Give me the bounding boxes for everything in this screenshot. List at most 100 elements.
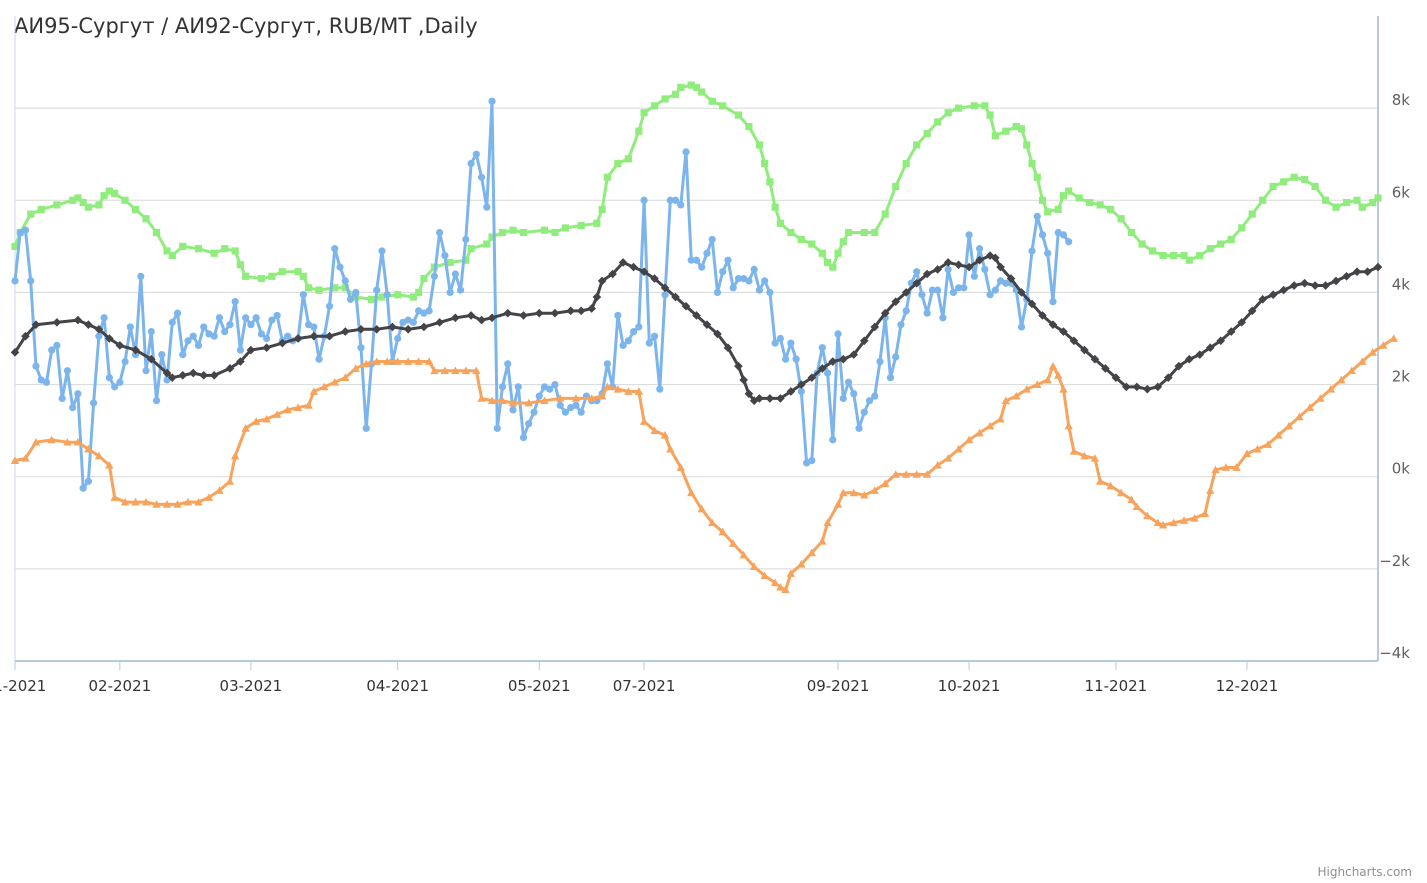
data-point-black[interactable] [1310,281,1320,290]
data-point-black[interactable] [84,320,93,329]
data-point-orange[interactable] [131,497,140,506]
data-point-blue[interactable] [247,321,255,329]
data-point-green[interactable] [1238,224,1246,232]
data-point-black[interactable] [991,253,1000,263]
data-point-black[interactable] [236,357,245,366]
data-point-orange[interactable] [1059,384,1068,393]
data-point-blue[interactable] [21,226,30,234]
data-point-green[interactable] [1159,251,1167,260]
data-point-black[interactable] [1048,320,1058,329]
data-point-black[interactable] [1122,382,1131,392]
data-point-black[interactable] [739,375,748,385]
data-point-green[interactable] [1054,205,1062,214]
data-point-green[interactable] [315,286,323,294]
data-point-orange[interactable] [818,537,827,545]
data-point-black[interactable] [1090,354,1100,364]
data-point-black[interactable] [1258,295,1267,304]
data-point-orange[interactable] [309,387,319,395]
data-point-orange[interactable] [786,569,796,577]
data-point-orange[interactable] [225,477,235,485]
data-point-black[interactable] [435,318,444,327]
data-point-orange[interactable] [440,366,450,375]
data-point-blue[interactable] [1028,247,1036,255]
data-point-black[interactable] [1342,272,1351,281]
data-point-orange[interactable] [73,437,83,446]
data-point-green[interactable] [1248,210,1256,218]
data-point-orange[interactable] [634,387,644,395]
data-point-black[interactable] [1300,278,1309,288]
data-point-green[interactable] [1038,196,1047,204]
data-point-orange[interactable] [1132,502,1142,511]
data-point-orange[interactable] [1347,366,1356,375]
data-point-orange[interactable] [1064,421,1073,430]
data-point-black[interactable] [1164,373,1173,382]
data-point-green[interactable] [294,268,302,276]
data-point-green[interactable] [650,102,659,110]
data-point-orange[interactable] [1295,412,1304,421]
data-point-green[interactable] [257,275,265,283]
data-point-orange[interactable] [1284,421,1294,430]
data-point-blue[interactable] [215,314,224,322]
data-point-blue[interactable] [640,196,648,204]
data-point-orange[interactable] [760,571,769,580]
data-point-green[interactable] [1269,182,1277,191]
data-point-orange[interactable] [1232,463,1241,471]
data-point-black[interactable] [1321,281,1330,290]
data-point-green[interactable] [509,226,517,234]
data-point-green[interactable] [719,102,727,110]
data-point-green[interactable] [1321,196,1330,204]
data-point-green[interactable] [797,235,805,244]
data-point-orange[interactable] [1158,520,1168,529]
data-point-black[interactable] [1143,384,1152,394]
data-point-green[interactable] [808,240,816,248]
data-point-green[interactable] [1353,196,1361,204]
data-point-orange[interactable] [47,435,56,444]
data-point-black[interactable] [943,258,953,267]
data-point-blue[interactable] [624,337,632,345]
data-point-blue[interactable] [1044,249,1052,257]
data-point-black[interactable] [786,387,796,396]
data-point-black[interactable] [1069,336,1079,346]
data-point-blue[interactable] [755,286,764,294]
data-point-blue[interactable] [168,318,176,326]
data-point-blue[interactable] [477,173,486,181]
data-point-green[interactable] [105,187,113,195]
data-point-blue[interactable] [137,272,145,280]
data-point-blue[interactable] [221,327,229,336]
data-point-green[interactable] [210,249,218,257]
data-point-orange[interactable] [31,437,41,446]
data-point-orange[interactable] [1169,518,1178,527]
data-point-green[interactable] [1374,194,1382,202]
data-point-blue[interactable] [1017,323,1026,331]
data-point-blue[interactable] [724,256,732,264]
data-point-green[interactable] [1012,122,1020,131]
data-point-green[interactable] [1017,125,1026,133]
data-point-black[interactable] [870,322,880,332]
data-point-blue[interactable] [325,302,334,310]
data-point-black[interactable] [451,313,460,323]
data-point-blue[interactable] [698,263,706,271]
data-point-orange[interactable] [1263,440,1273,448]
data-point-orange[interactable] [954,444,963,453]
data-point-green[interactable] [1059,192,1068,200]
data-point-blue[interactable] [48,346,56,354]
data-point-blue[interactable] [430,272,438,280]
data-point-blue[interactable] [865,397,874,405]
data-point-black[interactable] [246,345,256,355]
data-point-green[interactable] [100,192,108,200]
data-point-black[interactable] [262,343,271,353]
data-point-green[interactable] [1128,228,1136,237]
data-point-orange[interactable] [676,463,685,471]
data-point-orange[interactable] [1127,495,1136,504]
data-point-orange[interactable] [1316,394,1325,402]
data-point-green[interactable] [860,228,868,237]
data-point-orange[interactable] [251,417,261,425]
data-point-green[interactable] [829,263,837,271]
data-point-blue[interactable] [126,323,134,331]
data-point-black[interactable] [188,368,198,378]
data-point-orange[interactable] [797,560,806,568]
data-point-orange[interactable] [870,486,879,494]
data-point-green[interactable] [1196,251,1204,260]
data-point-blue[interactable] [273,311,281,320]
data-point-black[interactable] [797,380,806,389]
